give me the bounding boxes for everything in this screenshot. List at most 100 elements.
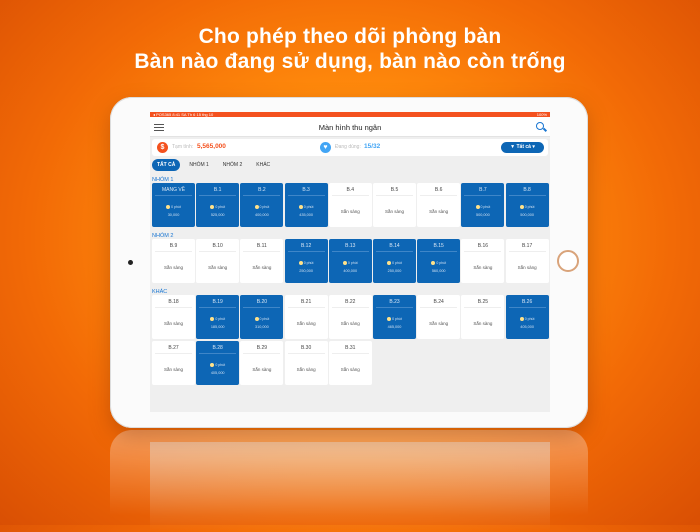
table-name: B.16 (464, 243, 502, 252)
table-name: B.4 (331, 187, 369, 196)
table-amount: 250,000 (387, 269, 402, 274)
search-icon[interactable] (536, 122, 544, 130)
table-tile[interactable]: B.23 0 phút 465,000 (373, 295, 416, 339)
table-name: B.18 (155, 299, 192, 308)
clock-icon (475, 205, 480, 210)
table-tile[interactable]: B.8 0 phút 500,000 (505, 183, 549, 227)
group-label: KHÁC (152, 289, 168, 295)
table-tile[interactable]: B.24 Sẵn sàng (417, 295, 461, 339)
tab-1[interactable]: NHÓM 1 (189, 161, 209, 168)
using-label: Đang dùng: (335, 144, 361, 150)
table-name: B.22 (331, 299, 369, 308)
table-tile[interactable]: B.14 0 phút 250,000 (373, 239, 416, 283)
table-name: B.15 (420, 243, 458, 252)
clock-icon (254, 317, 259, 322)
table-tile[interactable]: MANG VỀ 0 phút 30,000 (152, 183, 195, 227)
group-tabs: TẤT CẢ NHÓM 1 NHÓM 2 KHÁC (152, 158, 548, 171)
table-state: Sẵn sàng (473, 265, 493, 270)
time-text: 0 phút (215, 317, 226, 321)
table-time: 0 phút (152, 205, 195, 210)
time-text: 0 phút (480, 205, 491, 209)
clock-icon (298, 261, 303, 266)
status-bar: ◂ POS365 8:41 SA Th 6 15 thg 10 100% (150, 112, 550, 117)
table-tile[interactable]: B.17 Sẵn sàng (505, 239, 549, 283)
table-amount: 525,000 (210, 213, 225, 218)
table-tile[interactable]: B.30 Sẵn sàng (284, 341, 328, 385)
tab-3[interactable]: KHÁC (256, 161, 271, 168)
headline-line-1: Cho phép theo dõi phòng bàn (198, 25, 502, 48)
table-tile[interactable]: B.9 Sẵn sàng (152, 239, 195, 283)
table-tile[interactable]: B.10 Sẵn sàng (196, 239, 240, 283)
table-state: Sẵn sàng (429, 209, 449, 214)
clock-icon (519, 205, 524, 210)
table-tile[interactable]: B.31 Sẵn sàng (328, 341, 372, 385)
table-amount: 465,000 (387, 325, 402, 330)
table-amount: 250,000 (299, 269, 313, 274)
table-time: 0 phút (196, 205, 239, 210)
table-tile[interactable]: B.21 Sẵn sàng (284, 295, 328, 339)
table-time: 0 phút (240, 205, 283, 210)
clock-icon (254, 205, 259, 210)
table-tile[interactable]: B.4 Sẵn sàng (328, 183, 372, 227)
table-tile[interactable]: B.7 0 phút 500,000 (461, 183, 505, 227)
clock-icon (210, 363, 215, 368)
table-tile[interactable]: B.19 0 phút 185,000 (196, 295, 240, 339)
table-tile[interactable]: B.12 0 phút 250,000 (284, 239, 328, 283)
table-tile[interactable]: B.18 Sẵn sàng (152, 295, 195, 339)
table-state: Sẵn sàng (252, 265, 272, 270)
table-time: 0 phút (373, 317, 416, 322)
table-time: 0 phút (461, 205, 504, 210)
table-name: B.5 (376, 187, 413, 196)
table-tile[interactable]: B.11 Sẵn sàng (240, 239, 284, 283)
table-name: B.12 (287, 243, 325, 252)
filter-button[interactable]: ▼ Tất cả ▾ (501, 142, 544, 153)
table-amount: 500,000 (520, 213, 534, 218)
table-time: 0 phút (417, 261, 460, 266)
clock-icon (387, 261, 392, 266)
table-name: B.13 (331, 243, 369, 252)
table-tile[interactable]: B.2 0 phút 400,000 (240, 183, 284, 227)
table-tile[interactable]: B.1 0 phút 525,000 (196, 183, 240, 227)
table-tile[interactable]: B.20 0 phút 310,000 (240, 295, 284, 339)
table-tile[interactable]: B.26 0 phút 405,000 (505, 295, 549, 339)
table-name: B.6 (420, 187, 458, 196)
table-tile[interactable]: B.15 0 phút 560,000 (417, 239, 461, 283)
table-tile[interactable]: B.28 0 phút 405,000 (196, 341, 240, 385)
table-tile[interactable]: B.6 Sẵn sàng (417, 183, 461, 227)
table-state: Sẵn sàng (296, 367, 316, 372)
table-state: Sẵn sàng (340, 209, 360, 214)
table-name: B.14 (376, 243, 413, 252)
summary-bar: $ Tạm tính: 5,565,000 ♥ Đang dùng: 15/32… (152, 139, 548, 156)
table-time: 0 phút (240, 317, 283, 322)
table-time: 0 phút (196, 317, 239, 322)
clock-icon (387, 317, 392, 322)
tab-0[interactable]: TẤT CẢ (152, 158, 181, 171)
table-tile[interactable]: B.16 Sẵn sàng (461, 239, 505, 283)
table-amount: 400,000 (343, 269, 358, 274)
table-time: 0 phút (373, 261, 416, 266)
menu-icon[interactable] (154, 124, 164, 133)
table-amount: 310,000 (255, 325, 269, 330)
table-tile[interactable]: B.25 Sẵn sàng (461, 295, 505, 339)
home-button[interactable] (557, 250, 579, 272)
tab-2[interactable]: NHÓM 2 (222, 161, 243, 168)
table-name: B.29 (243, 345, 281, 354)
table-tile[interactable]: B.13 0 phút 400,000 (328, 239, 372, 283)
table-time: 0 phút (285, 261, 328, 266)
table-name: B.27 (155, 345, 192, 354)
table-tile[interactable]: B.22 Sẵn sàng (328, 295, 372, 339)
table-tile[interactable]: B.27 Sẵn sàng (152, 341, 195, 385)
table-name: B.1 (199, 187, 237, 196)
table-tile[interactable]: B.29 Sẵn sàng (240, 341, 284, 385)
table-state: Sẵn sàng (208, 265, 228, 270)
table-name: B.25 (464, 299, 502, 308)
headline-line-2: Bàn nào đang sử dụng, bàn nào còn trống (134, 50, 566, 73)
table-name: B.30 (287, 345, 325, 354)
table-time: 0 phút (506, 317, 549, 322)
app-screen: ◂ POS365 8:41 SA Th 6 15 thg 10 100% Màn… (150, 112, 550, 412)
table-tile[interactable]: B.3 0 phút 435,000 (284, 183, 328, 227)
time-text: 0 phút (436, 261, 447, 265)
table-amount: 405,000 (520, 325, 534, 330)
clock-icon (298, 205, 303, 210)
table-tile[interactable]: B.5 Sẵn sàng (373, 183, 416, 227)
